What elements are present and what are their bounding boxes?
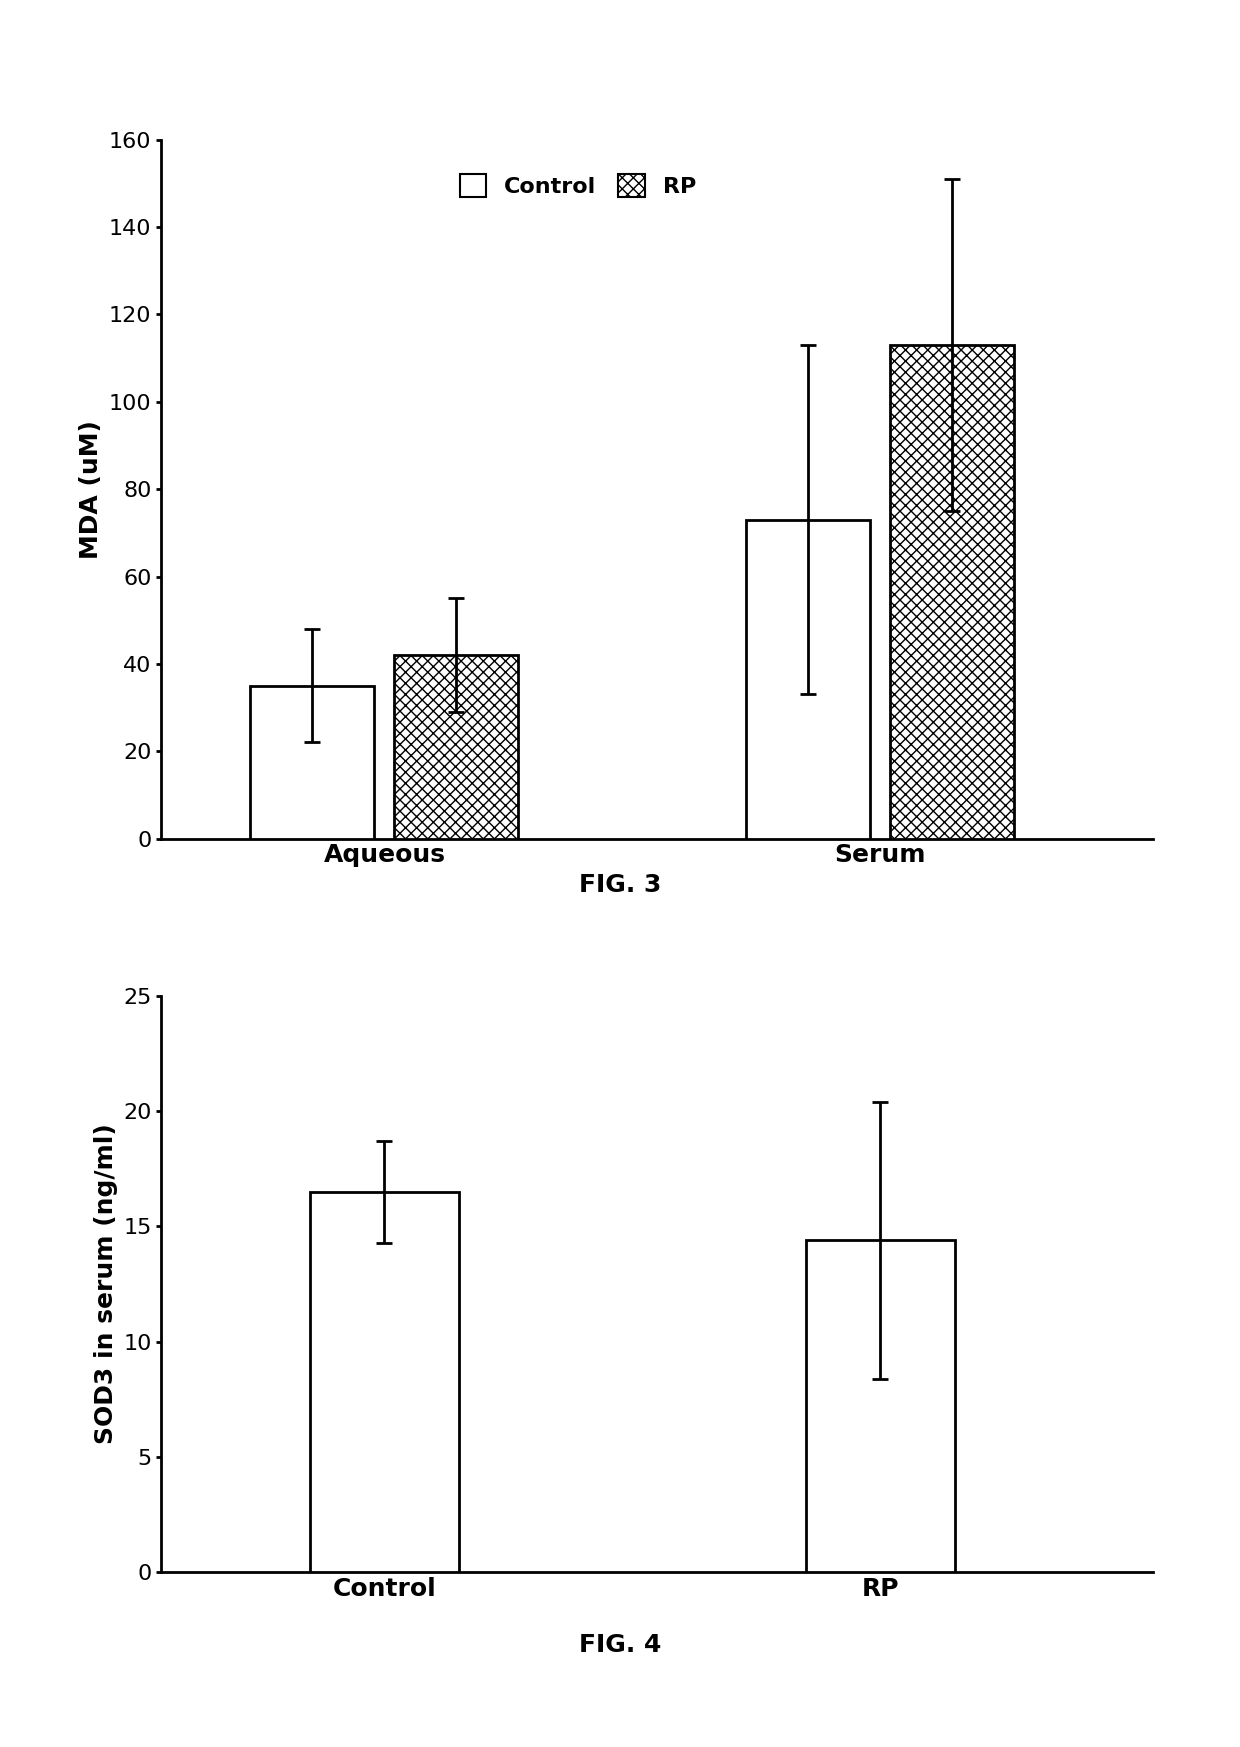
Legend: Control, RP: Control, RP <box>450 164 706 206</box>
Bar <box>250 687 374 839</box>
Text: FIG. 3: FIG. 3 <box>579 874 661 898</box>
Bar <box>394 655 518 839</box>
Bar <box>310 1191 459 1572</box>
Bar <box>890 346 1014 839</box>
Y-axis label: SOD3 in serum (ng/ml): SOD3 in serum (ng/ml) <box>93 1123 118 1445</box>
Bar <box>746 521 870 839</box>
Text: FIG. 4: FIG. 4 <box>579 1633 661 1658</box>
Y-axis label: MDA (uM): MDA (uM) <box>79 419 103 559</box>
Bar <box>806 1240 955 1572</box>
